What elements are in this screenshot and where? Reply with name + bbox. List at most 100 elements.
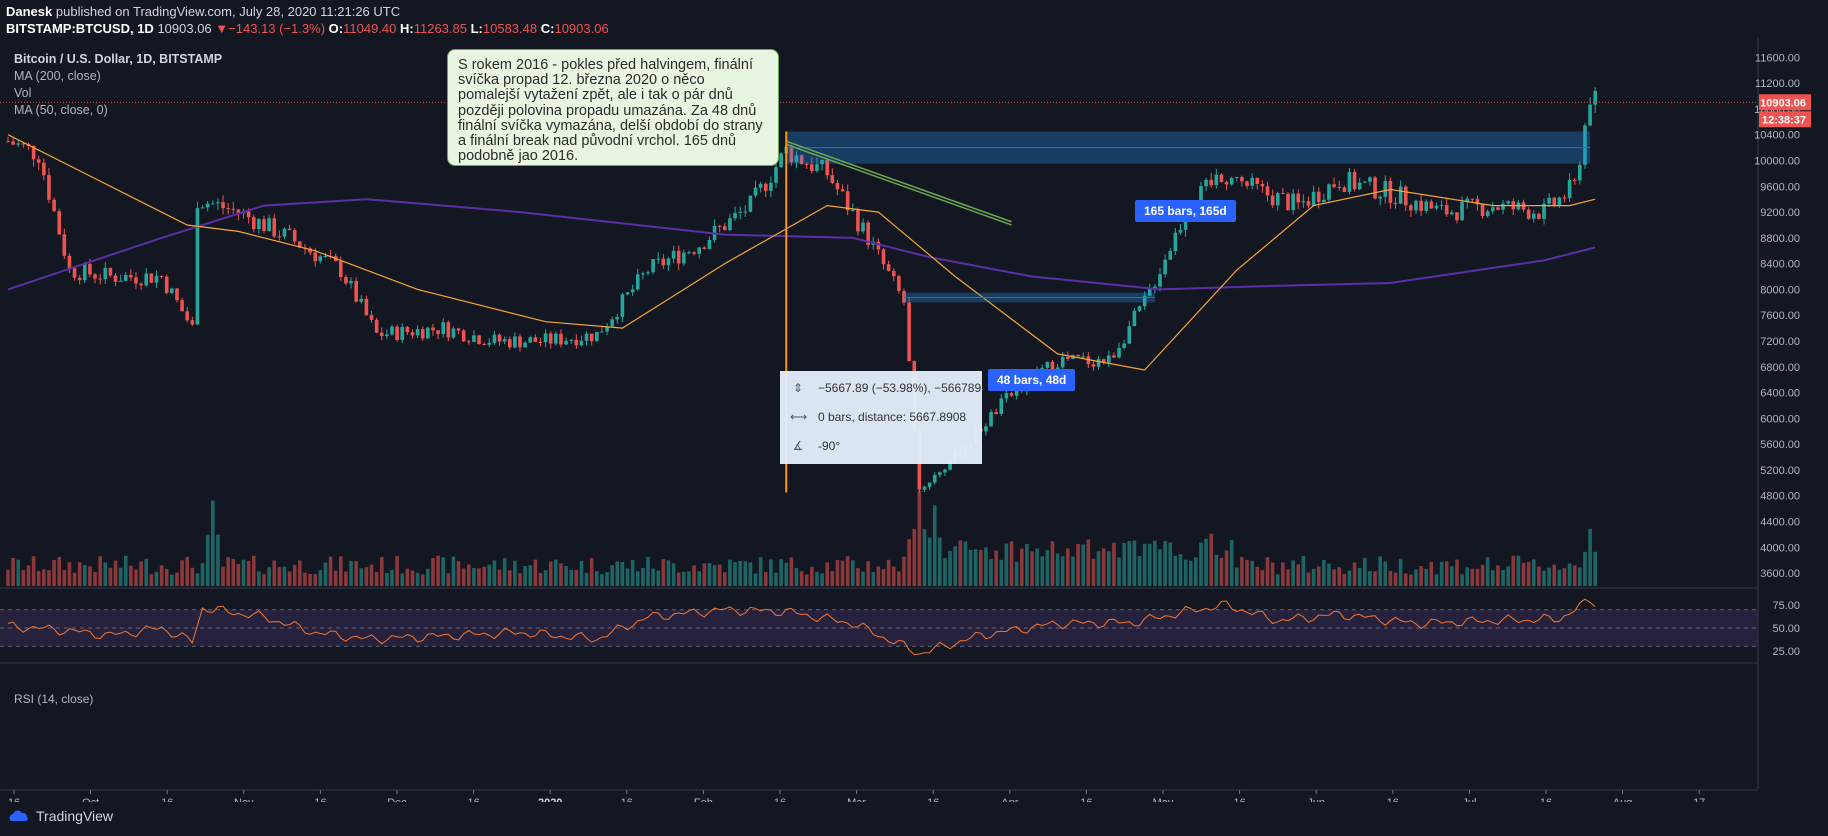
candle-body xyxy=(277,236,282,238)
volume-bar xyxy=(195,573,200,586)
volume-bar xyxy=(1327,563,1331,586)
volume-bar xyxy=(1163,541,1167,586)
pill-165-bars[interactable]: 165 bars, 165d xyxy=(1135,200,1236,222)
volume-bar xyxy=(257,571,261,586)
candle-body xyxy=(451,328,456,338)
volume-bar xyxy=(349,561,353,586)
candle-body xyxy=(1209,179,1213,186)
volume-bar xyxy=(359,568,364,586)
volume-bar xyxy=(113,560,118,586)
candle-body xyxy=(374,319,379,333)
volume-bar xyxy=(1030,551,1034,586)
candle-body xyxy=(1429,201,1434,209)
volume-bar xyxy=(344,571,348,586)
candle-body xyxy=(651,259,655,273)
candle-body xyxy=(564,340,568,345)
vertical-measure-icon: ⇕ xyxy=(792,381,804,395)
volume-bar xyxy=(205,534,210,586)
volume-bar xyxy=(1086,539,1091,586)
annotation-note[interactable]: S rokem 2016 - pokles před halvingem, fi… xyxy=(447,49,779,166)
candle-body xyxy=(728,218,732,231)
volume-bar xyxy=(1409,574,1413,586)
candle-body xyxy=(820,160,824,165)
open-value: 11049.40 xyxy=(343,21,397,36)
candle-body xyxy=(1158,274,1162,287)
volume-bar xyxy=(180,560,184,586)
volume-bar xyxy=(886,559,891,586)
candle-body xyxy=(1219,174,1224,183)
volume-bar xyxy=(1158,549,1162,586)
volume-bar xyxy=(1240,557,1244,586)
volume-bar xyxy=(231,558,236,586)
volume-bar xyxy=(1419,566,1423,586)
candle-body xyxy=(52,199,56,212)
candle-body xyxy=(267,218,271,232)
price-tick-label: 4000.00 xyxy=(1760,542,1800,554)
measure-box[interactable] xyxy=(780,371,982,464)
volume-bar xyxy=(1429,561,1434,586)
candle-body xyxy=(1388,180,1393,203)
candle-body xyxy=(313,252,317,262)
candle-body xyxy=(1117,347,1121,358)
volume-bar xyxy=(1127,540,1132,586)
candle-body xyxy=(1409,205,1413,211)
volume-bar xyxy=(876,566,881,586)
volume-bar xyxy=(298,560,302,586)
volume-bar xyxy=(840,560,845,586)
volume-bar xyxy=(1480,564,1485,586)
volume-bars xyxy=(6,491,1597,586)
candle-body xyxy=(866,222,870,246)
candle-body xyxy=(1101,359,1106,363)
candle-body xyxy=(835,182,840,190)
tradingview-logo[interactable]: TradingView xyxy=(8,808,113,824)
candle-body xyxy=(57,211,61,235)
candle-body xyxy=(554,333,558,344)
countdown-label: 12:38:37 xyxy=(1762,114,1806,126)
volume-bar xyxy=(1235,567,1239,586)
candle-body xyxy=(134,277,138,284)
volume-bar xyxy=(1455,559,1459,586)
volume-bar xyxy=(989,558,993,586)
volume-bar xyxy=(303,572,307,586)
candle-body xyxy=(1352,171,1357,190)
candle-body xyxy=(200,207,205,209)
candle-body xyxy=(1322,199,1326,203)
volume-bar xyxy=(426,568,430,586)
price-tick-label: 8400.00 xyxy=(1760,259,1800,271)
candle-body xyxy=(615,316,620,320)
candle-body xyxy=(1260,184,1265,187)
price-pane xyxy=(0,37,1758,587)
volume-bar xyxy=(687,571,691,586)
volume-bar xyxy=(1142,543,1147,586)
volume-bar xyxy=(1572,565,1577,586)
candle-body xyxy=(323,255,328,257)
candle-body xyxy=(287,228,292,231)
candle-body xyxy=(702,247,707,249)
volume-bar xyxy=(676,572,681,586)
candle-body xyxy=(1291,193,1295,211)
volume-bar xyxy=(682,571,686,586)
volume-bar xyxy=(1491,570,1495,586)
pill-48-bars[interactable]: 48 bars, 48d xyxy=(988,369,1076,391)
volume-bar xyxy=(241,559,246,586)
candle-body xyxy=(62,234,67,256)
volume-bar xyxy=(354,561,358,586)
volume-bar xyxy=(1316,566,1321,586)
volume-bar xyxy=(630,559,635,586)
volume-bar xyxy=(374,571,379,586)
candle-body xyxy=(180,300,184,312)
candle-body xyxy=(1107,355,1111,363)
volume-bar xyxy=(1045,550,1050,586)
price-tick-label: 5200.00 xyxy=(1760,465,1800,477)
candle-body xyxy=(492,334,497,343)
candle-body xyxy=(1342,187,1347,192)
price-tick-label: 7200.00 xyxy=(1760,336,1800,348)
volume-bar xyxy=(769,559,773,586)
volume-bar xyxy=(159,565,164,586)
candle-body xyxy=(1434,205,1439,209)
volume-bar xyxy=(1040,556,1045,586)
candle-body xyxy=(497,334,502,342)
volume-bar xyxy=(1066,548,1070,586)
volume-bar xyxy=(318,570,323,586)
